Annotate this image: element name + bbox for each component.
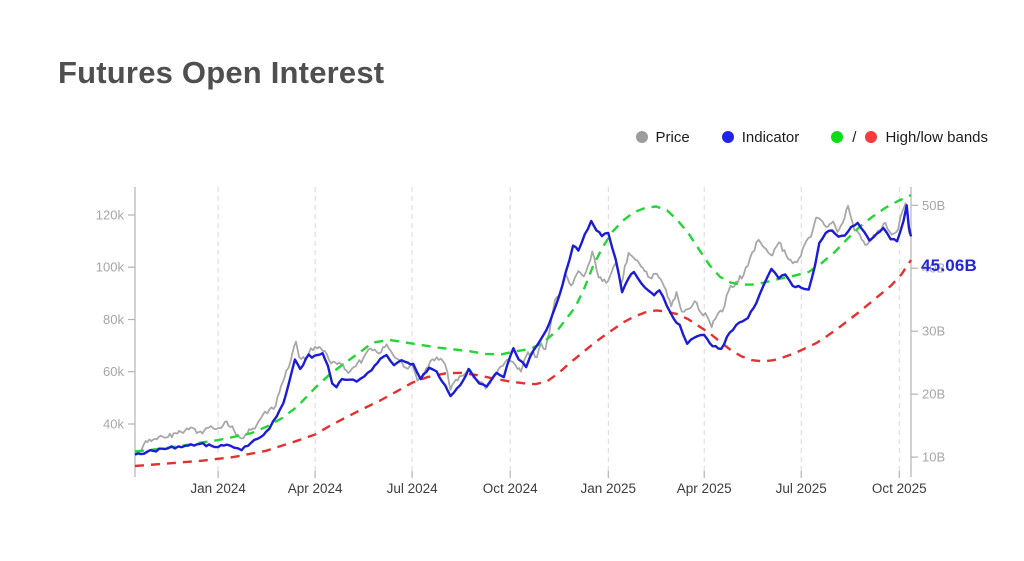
y-right-tick-label: 30B [922, 324, 945, 339]
page-title: Futures Open Interest [58, 55, 385, 90]
x-axis-tick-label: Jan 2024 [190, 481, 246, 496]
high-band-series [134, 194, 912, 453]
x-axis-tick-label: Jul 2025 [776, 481, 827, 496]
price-series [134, 202, 912, 454]
y-left-tick-label: 80k [103, 312, 124, 327]
y-left-tick-label: 100k [96, 260, 125, 275]
y-right-tick-label: 40B [922, 261, 945, 276]
x-axis-tick-label: Jan 2025 [581, 481, 637, 496]
legend-label-bands: High/low bands [885, 128, 988, 146]
x-axis-tick-label: Jul 2024 [387, 481, 439, 496]
price-dot [635, 131, 648, 143]
gridlines [217, 187, 900, 471]
legend-label-price: Price [655, 128, 690, 146]
low-band-dot [865, 131, 878, 143]
high-band-dot [831, 131, 844, 143]
legend-label-indicator: Indicator [741, 128, 800, 146]
low-band-series [134, 259, 913, 468]
x-axis-tick-label: Oct 2025 [872, 481, 927, 496]
legend-item-price[interactable]: Price [635, 128, 690, 146]
indicator-last-value-label: 45.06B [921, 256, 978, 275]
indicator-dot [721, 131, 734, 143]
y-left-tick-label: 120k [96, 208, 125, 223]
axes: Jan 2024 Apr 2024 Jul 2024 Oct 2024 Jan 2025… [96, 187, 945, 496]
chart-legend: Price Indicator / High/low bands [635, 126, 988, 148]
y-right-tick-label: 10B [922, 450, 945, 465]
x-axis-tick-label: Oct 2024 [483, 481, 538, 496]
legend-item-indicator[interactable]: Indicator [721, 128, 800, 146]
x-axis-tick-label: Apr 2024 [288, 481, 343, 496]
x-axis-tick-label: Apr 2025 [677, 481, 732, 496]
y-left-tick-label: 40k [103, 417, 124, 432]
indicator-series [134, 204, 913, 456]
y-right-tick-label: 20B [922, 387, 945, 402]
y-left-tick-label: 60k [103, 364, 124, 379]
legend-item-bands[interactable]: / High/low bands [831, 129, 988, 146]
y-right-tick-label: 50B [922, 198, 945, 213]
bands-separator: / [852, 128, 857, 146]
